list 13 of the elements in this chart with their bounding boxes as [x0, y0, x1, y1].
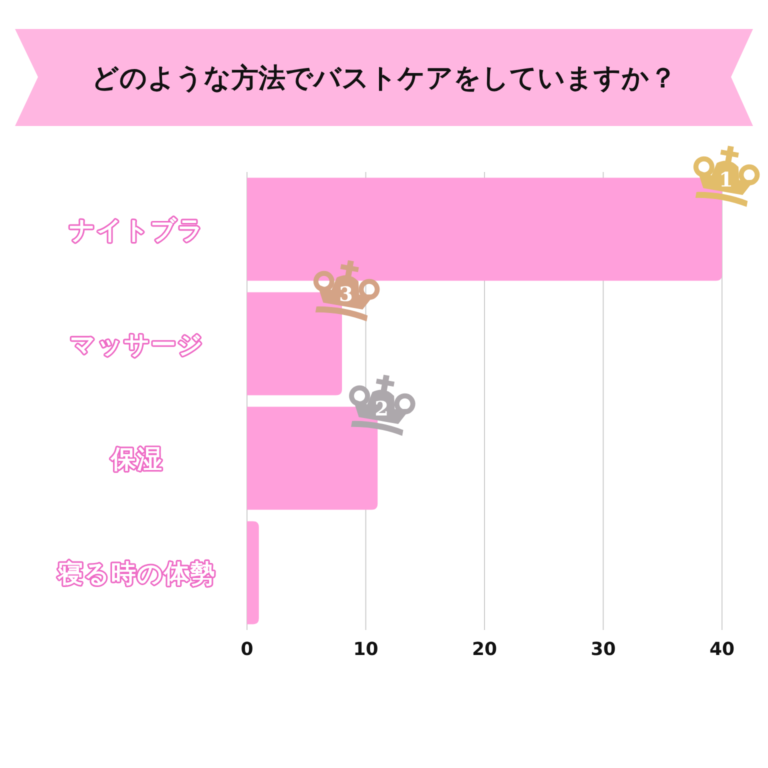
- x-tick-label: 20: [472, 639, 498, 660]
- category-label: 寝る時の体勢: [58, 558, 216, 588]
- category-label: ナイトブラ: [70, 215, 204, 244]
- x-tick-label: 30: [590, 639, 616, 660]
- x-tick-label: 40: [709, 639, 735, 660]
- category-label: マッサージ: [70, 330, 204, 359]
- x-tick-label: 10: [353, 639, 378, 660]
- annotation: 1: [719, 168, 733, 192]
- annotation: 2: [374, 396, 389, 421]
- title: どのような方法でバストケアをしていますか？: [92, 63, 676, 94]
- category-label: 保湿: [111, 444, 163, 474]
- x-tick-label: 0: [240, 639, 254, 660]
- annotation: 3: [339, 282, 353, 306]
